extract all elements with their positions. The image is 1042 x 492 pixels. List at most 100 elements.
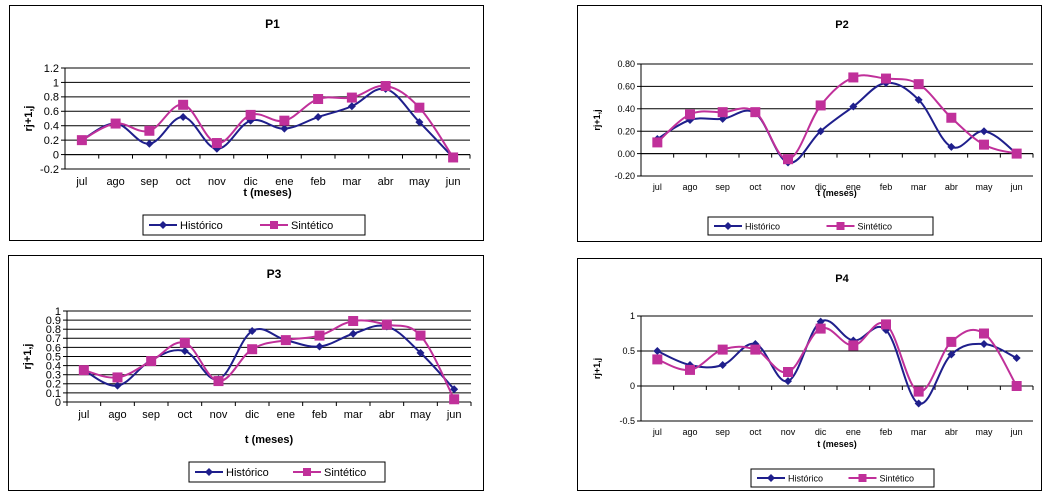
y-tick-label: 0.2 — [46, 379, 61, 391]
y-tick-label: 0.80 — [617, 59, 635, 69]
data-point-sintetico — [211, 138, 222, 149]
data-point-sintetico — [247, 344, 258, 355]
data-point-historico — [145, 139, 154, 148]
data-point-sintetico — [652, 354, 663, 365]
data-point-sintetico — [146, 356, 157, 367]
legend: Histórico Sintético — [188, 461, 386, 483]
data-point-sintetico — [380, 81, 391, 92]
data-point-sintetico — [913, 79, 924, 90]
x-tick-label: oct — [749, 427, 762, 437]
x-tick-label: jun — [445, 176, 461, 188]
y-tick-label: 0.6 — [46, 342, 61, 354]
y-tick-label: 0.00 — [617, 149, 635, 159]
chart-panel-p2: P2 -0.20 0.00 0.20 0.40 0.60 0.80 jul ago sep oct n… — [577, 5, 1042, 242]
legend-marker-historico — [724, 222, 732, 230]
x-tick-label: abr — [945, 182, 958, 192]
legend-marker-sintetico — [270, 221, 278, 229]
x-axis-title: t (meses) — [245, 434, 294, 446]
chart-panel-p1: P1 -0.2 0 0.2 0.4 0.6 0.8 1 1.2 jul ago sep oct nov di… — [9, 5, 484, 241]
data-point-sintetico — [314, 330, 325, 341]
y-tick-label: 0.3 — [46, 370, 61, 382]
x-tick-label: abr — [945, 427, 958, 437]
data-point-sintetico — [848, 72, 859, 83]
x-tick-label: dic — [244, 176, 259, 188]
data-point-sintetico — [979, 328, 989, 339]
data-point-historico — [816, 127, 825, 136]
data-point-sintetico — [717, 344, 728, 355]
series-line — [81, 87, 454, 159]
legend: Histórico Sintético — [142, 214, 366, 236]
data-point-sintetico — [1011, 381, 1022, 391]
x-axis-title: t (meses) — [817, 188, 857, 198]
data-point-historico — [718, 361, 727, 369]
data-point-historico — [280, 124, 289, 133]
x-tick-label: ene — [846, 182, 861, 192]
y-tick-label: -0.2 — [40, 164, 59, 176]
chart-title: P3 — [267, 267, 282, 281]
data-point-historico — [179, 113, 188, 122]
legend-sintetico-label: Sintético — [291, 220, 333, 232]
data-point-sintetico — [78, 365, 89, 376]
data-point-historico — [315, 342, 324, 351]
data-point-historico — [450, 385, 459, 394]
y-tick-label: 0 — [630, 381, 635, 391]
data-point-sintetico — [783, 154, 793, 165]
chart-p4-svg: P4 -0.5 0 0.5 1 jul ago sep oct nov dic ene feb mar ab… — [592, 273, 1034, 488]
y-tick-label: -0.5 — [619, 416, 635, 426]
data-point-historico — [347, 102, 356, 111]
x-tick-label: jul — [652, 427, 662, 437]
legend-box — [750, 468, 935, 488]
data-point-sintetico — [815, 100, 826, 111]
data-point-historico — [947, 142, 956, 151]
data-point-sintetico — [913, 386, 924, 397]
series-line — [656, 81, 1018, 164]
x-tick-label: mar — [911, 182, 927, 192]
x-tick-label: oct — [176, 176, 191, 188]
data-point-sintetico — [449, 394, 460, 405]
data-point-historico — [980, 127, 988, 136]
x-tick-label: jun — [446, 409, 462, 421]
x-tick-label: nov — [781, 427, 796, 437]
series-sintetico — [652, 72, 1022, 165]
data-point-sintetico — [750, 344, 761, 355]
x-tick-label: ago — [682, 182, 697, 192]
legend-sintetico-label: Sintético — [880, 473, 915, 483]
data-point-historico — [113, 381, 122, 390]
data-point-sintetico — [448, 152, 459, 163]
data-point-historico — [1012, 354, 1021, 362]
series-historico — [79, 322, 459, 394]
series-sintetico — [78, 316, 460, 405]
x-tick-label: jul — [75, 176, 87, 188]
x-tick-label: oct — [177, 409, 192, 421]
legend-marker-sintetico — [836, 222, 845, 230]
data-point-sintetico — [815, 323, 826, 334]
legend: Histórico Sintético — [707, 216, 934, 236]
legend-historico-label: Histórico — [226, 467, 269, 479]
x-tick-label: nov — [210, 409, 228, 421]
x-axis-title: t (meses) — [817, 439, 857, 449]
legend-historico-label: Histórico — [745, 221, 780, 231]
x-tick-label: ene — [277, 409, 295, 421]
data-point-sintetico — [685, 364, 695, 375]
x-axis-title: t (meses) — [243, 187, 292, 199]
legend-historico-label: Histórico — [180, 220, 223, 232]
series-sintetico — [652, 319, 1022, 397]
x-tick-label: nov — [781, 182, 796, 192]
data-point-sintetico — [783, 367, 793, 377]
legend-marker-historico — [159, 221, 167, 229]
chart-panel-p4: P4 -0.5 0 0.5 1 jul ago sep oct nov dic ene feb mar ab… — [577, 258, 1042, 491]
y-axis-title: rj+1,j — [592, 358, 602, 379]
x-tick-label: ago — [108, 409, 126, 421]
data-point-historico — [314, 113, 323, 122]
data-point-sintetico — [178, 99, 189, 110]
x-tick-label: jun — [1010, 182, 1023, 192]
x-tick-label: nov — [208, 176, 226, 188]
x-tick-label: feb — [880, 427, 893, 437]
data-point-historico — [784, 377, 792, 386]
data-point-sintetico — [946, 336, 957, 347]
legend-box — [142, 214, 366, 236]
legend-marker-sintetico — [858, 474, 867, 482]
data-point-historico — [914, 399, 923, 408]
y-tick-label: 0.4 — [46, 360, 61, 372]
y-tick-label: 0.4 — [44, 121, 59, 133]
